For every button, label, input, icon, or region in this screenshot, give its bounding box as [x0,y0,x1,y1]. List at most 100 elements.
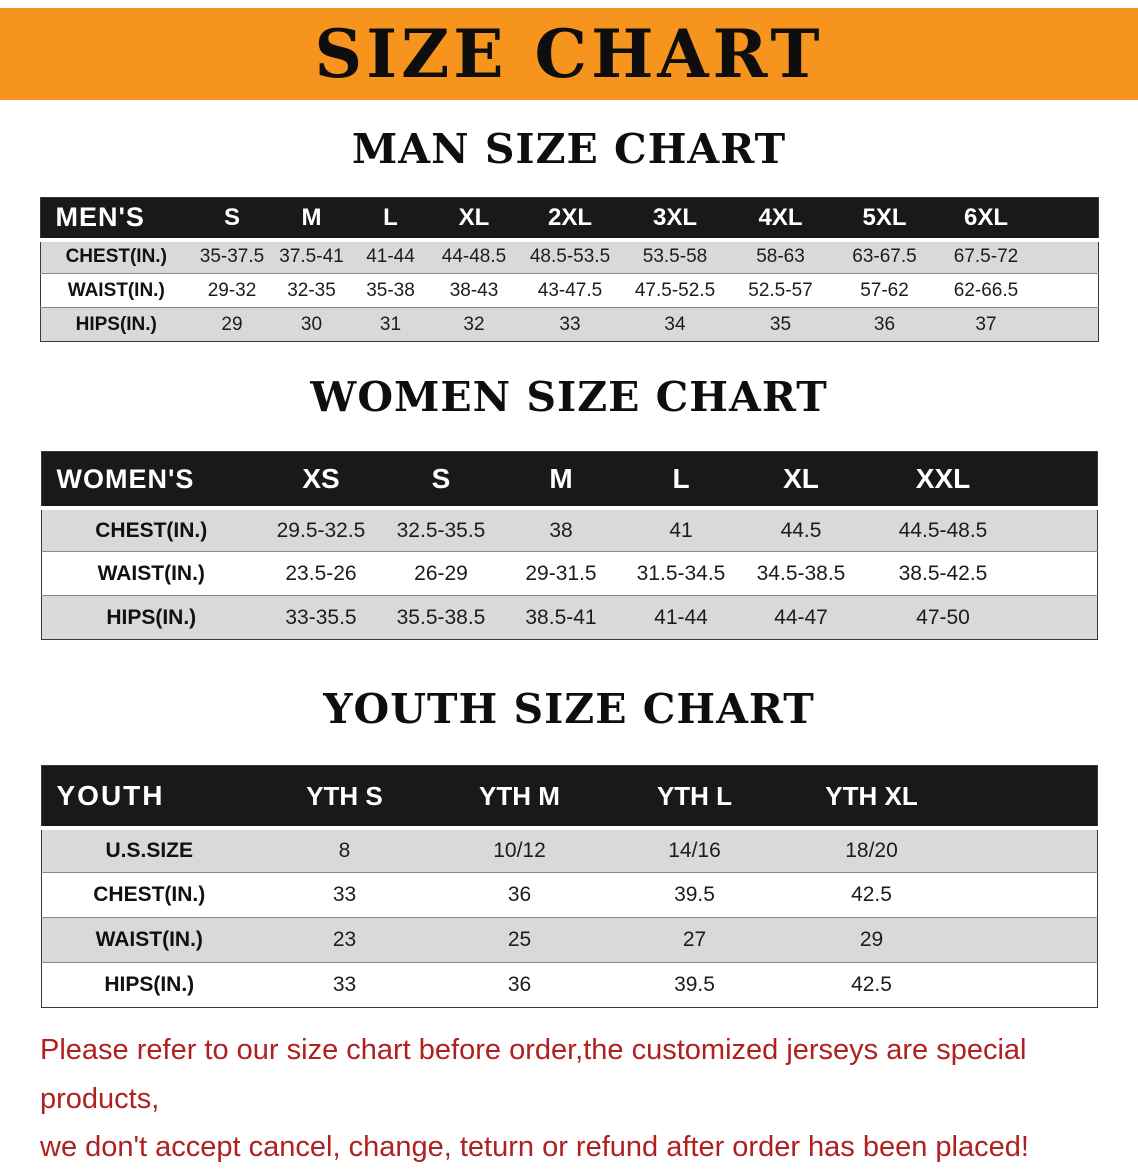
men-col-s: S [192,197,272,240]
youth-size-table: YOUTH YTH S YTH M YTH L YTH XL U.S.SIZE … [40,765,1098,1009]
size-cell: 57-62 [860,279,909,301]
youth-col-m: YTH M [432,765,607,828]
men-section-heading: MAN SIZE CHART [351,125,787,173]
men-col-6xl: 6XL [936,197,1036,240]
youth-col-l: YTH L [607,765,782,828]
youth-waist-row: WAIST(IN.) 23 25 27 29 [41,917,1097,963]
filler-cell [1025,508,1097,552]
row-label: WAIST(IN.) [67,279,165,301]
men-col-4xl: 4XL [728,197,833,240]
row-label: CHEST(IN.) [65,246,167,268]
filler-cell [1025,552,1097,596]
filler-cell [961,873,1097,918]
disclaimer-line-1: Please refer to our size chart before or… [40,1034,1027,1115]
women-hips-row: HIPS(IN.) 33-35.5 35.5-38.5 38.5-41 41-4… [41,595,1097,640]
filler-cell [1036,274,1098,308]
youth-chest-row: CHEST(IN.) 33 36 39.5 42.5 [41,872,1097,918]
size-cell: 67.5-72 [953,246,1019,268]
men-waist-row: WAIST(IN.) 29-32 32-35 35-38 38-43 43-47… [40,273,1098,308]
size-cell: 38.5-42.5 [898,561,988,585]
size-cell: 14/16 [668,839,721,863]
women-col-s: S [381,451,501,508]
size-cell: 34 [664,313,686,335]
men-col-l: L [351,197,430,240]
men-col-xl: XL [430,197,518,240]
size-cell: 39.5 [674,973,715,997]
filler-cell [1025,451,1097,508]
size-cell: 36 [873,313,896,335]
men-col-3xl: 3XL [622,197,728,240]
size-cell: 35-38 [366,279,415,301]
filler-cell [1025,596,1097,640]
filler-cell [961,963,1097,1008]
row-label: CHEST(IN.) [95,518,208,542]
women-section-heading: WOMEN SIZE CHART [310,373,828,422]
size-cell: 29 [859,928,884,952]
filler-cell [961,765,1097,828]
page-title: SIZE CHART [314,15,824,93]
size-cell: 62-66.5 [953,279,1019,301]
row-label: HIPS(IN.) [106,605,197,629]
youth-col-s: YTH S [257,765,432,828]
row-label: CHEST(IN.) [93,883,206,907]
women-chest-row: CHEST(IN.) 29.5-32.5 32.5-35.5 38 41 44.… [41,507,1097,552]
size-cell: 38.5-41 [525,605,597,629]
size-cell: 32-35 [287,279,336,301]
size-cell: 31.5-34.5 [636,561,726,585]
size-cell: 53.5-58 [642,246,708,268]
size-cell: 38 [549,518,573,542]
size-cell: 35 [769,313,792,335]
filler-cell [1036,197,1098,240]
row-label: U.S.SIZE [105,839,194,863]
size-cell: 10/12 [493,839,546,863]
filler-cell [1036,240,1098,274]
size-cell: 27 [682,928,707,952]
size-cell: 38-43 [449,279,499,301]
disclaimer-note: Please refer to our size chart before or… [40,1026,1114,1170]
size-cell: 41-44 [654,605,708,629]
men-header-row: MEN'S S M L XL 2XL 3XL 4XL 5XL 6XL [40,197,1098,240]
youth-col-xl: YTH XL [782,765,961,828]
size-cell: 47-50 [916,605,970,629]
size-cell: 37.5-41 [279,246,344,268]
men-size-table: MEN'S S M L XL 2XL 3XL 4XL 5XL 6XL CHEST… [39,197,1099,343]
women-col-m: M [501,451,621,508]
youth-ussize-row: U.S.SIZE 8 10/12 14/16 18/20 [41,827,1097,873]
women-header-row: WOMEN'S XS S M L XL XXL [41,451,1097,508]
size-cell: 8 [338,839,351,863]
size-cell: 37 [975,313,997,335]
youth-table-brand: YOUTH [41,765,257,828]
youth-hips-row: HIPS(IN.) 33 36 39.5 42.5 [41,962,1097,1008]
size-cell: 29-31.5 [525,561,597,585]
disclaimer-line-2: we don't accept cancel, change, teturn o… [40,1130,1029,1163]
size-cell: 33 [559,313,581,335]
title-banner: SIZE CHART [0,8,1138,100]
size-cell: 48.5-53.5 [529,246,611,268]
size-cell: 25 [507,928,532,952]
size-cell: 18/20 [845,839,898,863]
size-cell: 35-37.5 [199,246,265,268]
size-cell: 26-29 [414,561,468,585]
women-waist-row: WAIST(IN.) 23.5-26 26-29 29-31.5 31.5-34… [41,551,1097,596]
size-cell: 44-47 [774,605,828,629]
women-table-brand: WOMEN'S [41,451,261,508]
size-cell: 52.5-57 [748,279,813,301]
men-col-m: M [272,197,351,240]
size-cell: 36 [507,973,532,997]
size-cell: 31 [379,313,402,335]
filler-cell [961,828,1097,873]
size-cell: 63-67.5 [852,246,917,268]
women-col-l: L [621,451,741,508]
men-col-2xl: 2XL [518,197,622,240]
women-size-table: WOMEN'S XS S M L XL XXL CHEST(IN.) 29.5-… [40,451,1098,641]
size-cell: 32 [463,313,485,335]
youth-header-row: YOUTH YTH S YTH M YTH L YTH XL [41,765,1097,828]
men-table-brand: MEN'S [40,197,192,240]
size-cell: 44.5-48.5 [898,518,988,542]
size-cell: 32.5-35.5 [396,518,486,542]
size-cell: 47.5-52.5 [634,279,716,301]
women-col-xs: XS [261,451,381,508]
size-cell: 23 [332,928,357,952]
size-cell: 29.5-32.5 [276,518,366,542]
row-label: WAIST(IN.) [95,928,203,952]
